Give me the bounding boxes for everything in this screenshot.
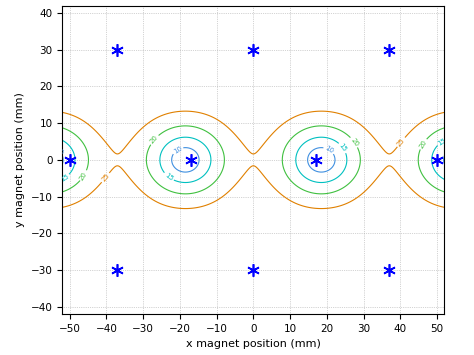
Text: 20: 20 <box>79 170 89 181</box>
Text: 10: 10 <box>172 145 183 155</box>
Text: 10: 10 <box>443 164 454 174</box>
Text: 15: 15 <box>338 142 348 153</box>
Text: 25: 25 <box>100 172 110 183</box>
Text: 15: 15 <box>59 173 70 183</box>
Text: 10: 10 <box>324 145 335 155</box>
Text: 20: 20 <box>149 135 159 145</box>
Text: 10: 10 <box>53 146 64 156</box>
Text: 15: 15 <box>164 172 174 182</box>
Text: 25: 25 <box>396 137 406 147</box>
X-axis label: x magnet position (mm): x magnet position (mm) <box>186 339 321 349</box>
Text: 15: 15 <box>437 137 447 147</box>
Y-axis label: y magnet position (mm): y magnet position (mm) <box>15 92 25 227</box>
Text: 20: 20 <box>418 139 428 149</box>
Text: 20: 20 <box>349 137 359 148</box>
